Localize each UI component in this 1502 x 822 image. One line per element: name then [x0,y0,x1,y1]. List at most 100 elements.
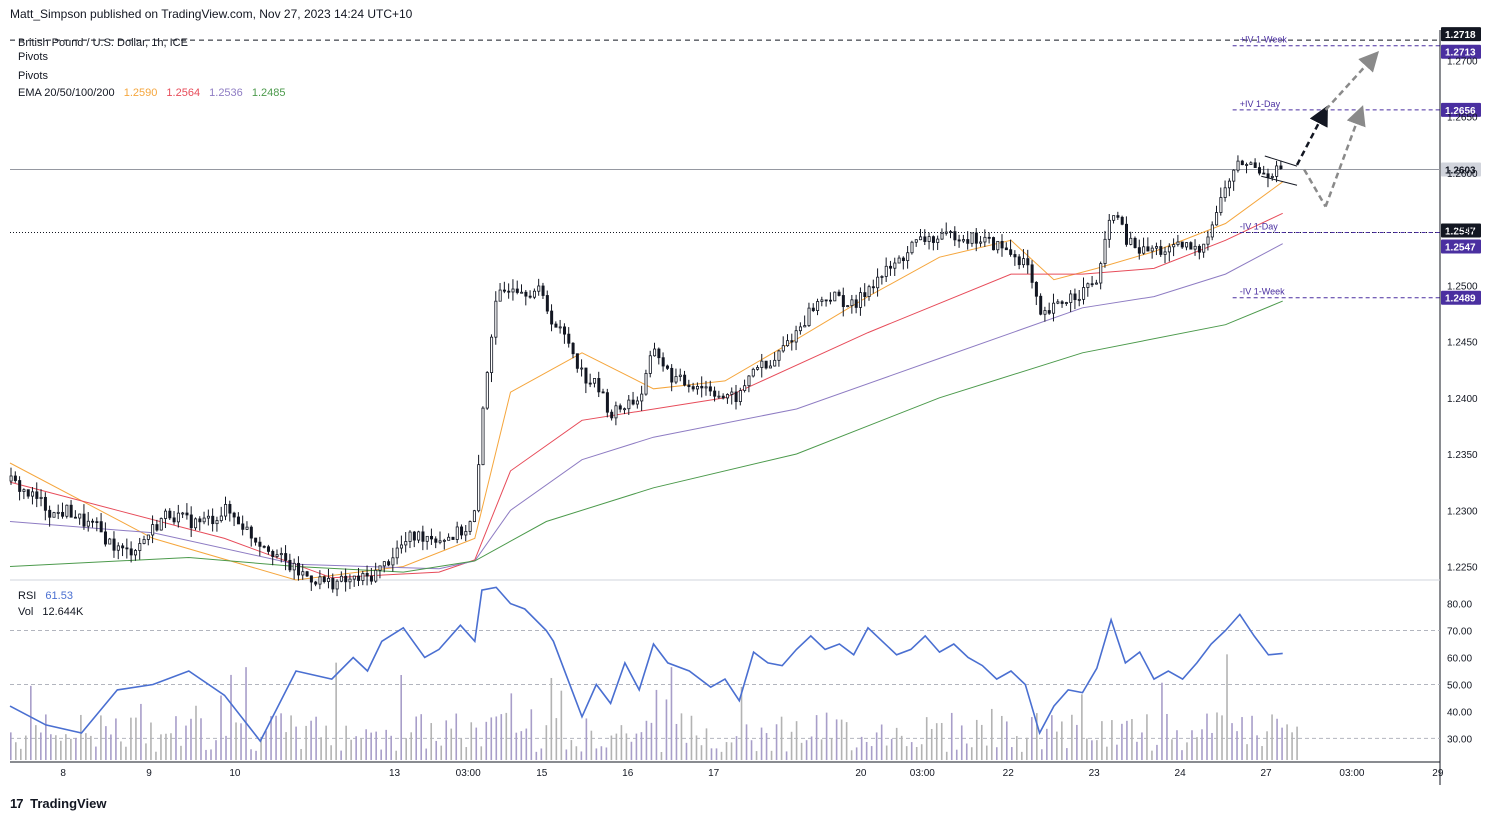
ema100-value: 1.2536 [209,87,243,99]
candle-body [1270,175,1274,178]
candle-body [567,333,571,344]
volume-bar [760,727,763,760]
price-tick-label: 1.2500 [1447,281,1478,292]
price-badge: 1.2547 [1441,223,1481,238]
volume-bar [15,742,17,760]
candle-body [949,231,953,234]
candle-body [378,565,382,571]
price-badge-bg [1441,102,1481,117]
volume-bar [1221,715,1223,760]
candle-body [687,384,691,388]
volume-bar [80,714,82,760]
candle-body [717,395,721,398]
volume-bar [620,725,623,760]
candle-body [927,236,931,242]
candle-body [99,521,103,533]
price-badge: 1.2603 [1441,162,1481,177]
candle-body [43,496,47,511]
candle-body [1137,247,1141,254]
volume-bar [660,751,663,760]
candle-body [176,512,180,523]
volume-bar [40,732,42,760]
candle-body [9,475,13,482]
candle-body [198,518,202,523]
iv-levels: +IV 1-Week +IV 1-Day -IV 1-Day -IV 1-Week [1232,35,1440,299]
volume-bar [325,725,327,760]
candle-body [65,504,69,517]
candle-body [811,307,815,311]
candle-body [236,516,240,525]
candle-body [494,300,498,338]
time-tick-label: 8 [60,768,66,779]
candle-body [1125,223,1129,245]
time-tick-label: 27 [1260,768,1272,779]
volume-bar [95,746,97,760]
candle-body [357,575,361,581]
legend-pivots-1: Pivots [18,51,48,63]
volume-bar [225,735,227,760]
candle-body [228,504,232,514]
candle-body [936,238,940,243]
volume-bar [865,741,868,760]
volume-bar [25,735,27,760]
volume-bar [695,735,698,760]
volume-bar [70,738,72,760]
candle-body [224,504,228,517]
volume-bar [1011,747,1013,760]
volume-bar [230,674,232,760]
candle-body [528,295,532,298]
candle-body [159,518,163,531]
candle-body [18,480,22,492]
candle-body [374,569,378,582]
candle-body [914,239,918,243]
candle-body [288,559,292,571]
legend-ema: EMA 20/50/100/200 1.2590 1.2564 1.2536 1… [18,86,286,100]
candle-body [1275,165,1279,177]
volume-bar [785,751,788,760]
candle-body [1185,242,1189,248]
volume-bar [205,749,207,760]
volume-bar [500,714,503,760]
flag-lower-line [1261,175,1298,186]
volume-bar [420,714,423,760]
candle-body [116,545,120,551]
time-tick-label: 10 [229,768,241,779]
iv-level-label: -IV 1-Day [1240,221,1279,231]
candle-body [532,290,536,298]
candle-body [670,367,674,383]
volume-bar [1036,713,1038,760]
ema-line-ema100 [9,243,1283,570]
volume-bar [1041,749,1043,760]
ema-line-ema20 [9,181,1283,581]
price-tick-label: 1.2300 [1447,506,1478,517]
volume-bar [1121,723,1123,760]
volume-bar [295,726,297,760]
volume-bar [560,690,563,760]
candle-body [970,232,974,244]
price-badge-label: 1.2718 [1445,30,1476,41]
volume-bar [355,736,357,760]
candle-body [421,531,425,542]
iv-level-label: -IV 1-Week [1240,287,1285,297]
candle-body [335,580,339,590]
volume-bar [515,732,518,760]
candle-body [305,571,309,577]
price-badge-bg [1441,239,1481,254]
candle-body [593,378,597,384]
candle-body [1090,283,1094,286]
volume-bar [855,747,858,760]
volume-bar [575,746,578,760]
candle-body [112,538,116,551]
volume-bar [950,712,953,760]
volume-bar [875,732,878,760]
time-tick-label: 23 [1089,768,1101,779]
candle-body [258,541,262,547]
candle-body [468,521,472,532]
tradingview-brand[interactable]: 17 TradingView [10,796,106,811]
volume-bar [1051,715,1053,760]
price-tick-label: 1.2550 [1447,225,1478,236]
candle-body [743,385,747,391]
candle-body [31,491,35,497]
price-badge-label: 1.2603 [1445,165,1476,176]
